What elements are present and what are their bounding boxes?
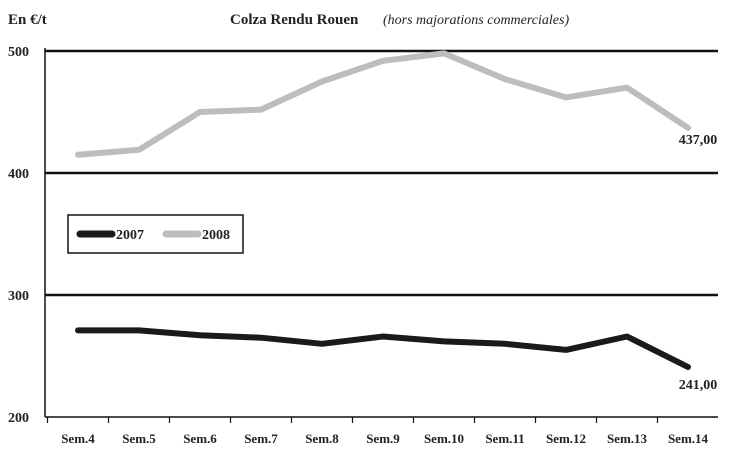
series-line-2008 [75,50,691,158]
tick-labels: 200 300 400 500 Sem.4 Sem.5 Sem.6 Sem.7 Sem.8 Sem… [8,45,709,446]
legend-label-2008: 2008 [202,228,230,243]
legend-label-2007: 2007 [116,228,144,243]
chart-title: Colza Rendu Rouen [230,12,359,28]
x-tick-label: Sem.6 [183,431,217,446]
x-tick-label: Sem.7 [244,431,278,446]
legend: 2007 2008 [67,214,244,254]
chart-subtitle: (hors majorations commerciales) [383,13,569,28]
x-tick-label: Sem.9 [366,431,400,446]
x-tick-label: Sem.12 [546,431,586,446]
y-tick-label-200: 200 [8,411,29,426]
y-tick-label-500: 500 [8,45,29,60]
data-label-2007: 241,00 [679,378,718,393]
grid-lines [45,49,718,297]
axes [44,48,718,423]
x-tick-label: Sem.4 [61,431,95,446]
data-series: 241,00 437,00 [75,50,718,393]
data-label-2008: 437,00 [679,133,718,148]
x-tick-label: Sem.13 [607,431,648,446]
x-tick-label: Sem.5 [122,431,156,446]
x-tick-label: Sem.14 [668,431,709,446]
y-axis-label: En €/t [8,12,47,28]
x-tick-label: Sem.8 [305,431,339,446]
x-tick-label: Sem.11 [485,431,524,446]
series-line-2007 [75,327,691,370]
y-tick-label-400: 400 [8,167,29,182]
y-tick-label-300: 300 [8,289,29,304]
x-tick-label: Sem.10 [424,431,464,446]
